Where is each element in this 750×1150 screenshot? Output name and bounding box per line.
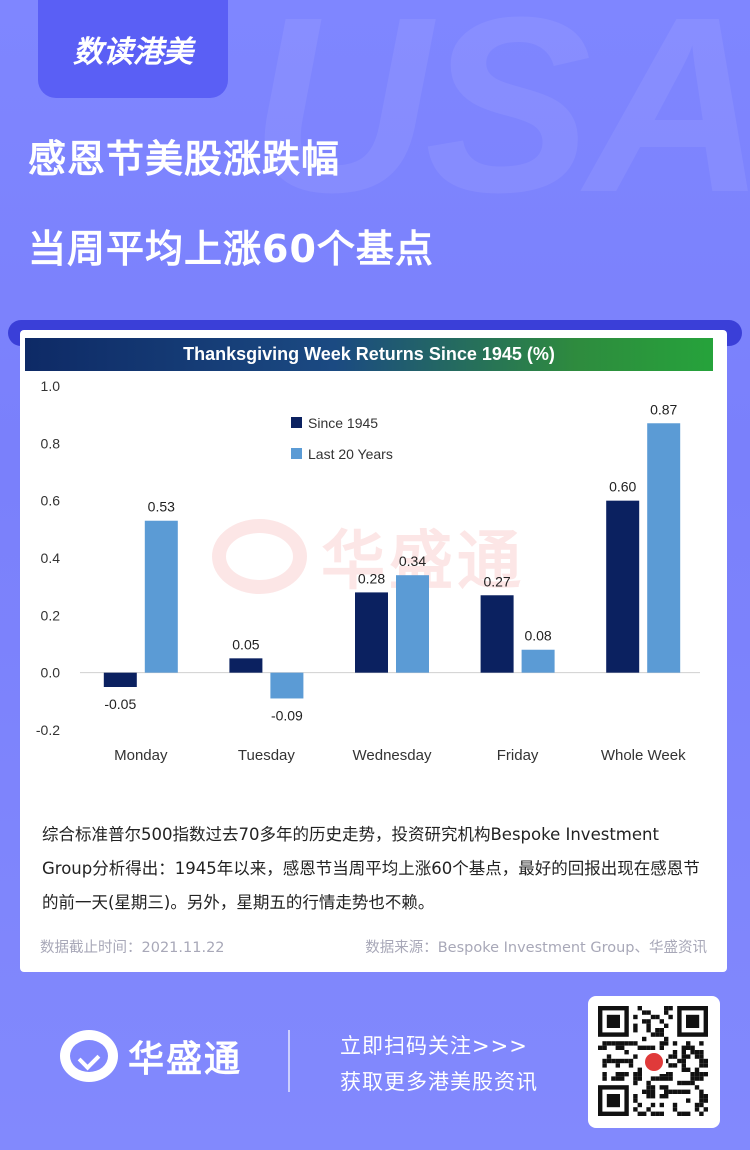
data-label: 0.87	[650, 401, 677, 417]
bar	[229, 658, 263, 673]
headline-secondary: 当周平均上涨60个基点	[28, 227, 434, 271]
footer-divider	[288, 1030, 290, 1092]
data-source: 数据来源：Bespoke Investment Group、华盛资讯	[365, 940, 707, 956]
legend-swatch	[291, 448, 302, 459]
data-cutoff-date: 数据截止时间：2021.11.22	[40, 940, 225, 956]
bar	[144, 520, 178, 673]
content-card: Thanksgiving Week Returns Since 1945 (%)…	[20, 330, 727, 972]
data-label: 0.27	[483, 573, 510, 589]
brand-tag: 数读港美	[38, 0, 228, 98]
headline-primary: 感恩节美股涨跌幅	[28, 137, 341, 181]
data-label: 0.08	[524, 628, 551, 644]
x-tick-label: Tuesday	[238, 747, 295, 764]
background-watermark: USA	[250, 0, 750, 244]
data-label: -0.09	[271, 707, 303, 723]
description-text: 综合标准普尔500指数过去70多年的历史走势，投资研究机构Bespoke Inv…	[42, 825, 700, 912]
y-tick-label: -0.2	[36, 722, 60, 738]
cta-line-1: 立即扫码关注>>>	[340, 1034, 528, 1058]
data-label: 0.28	[358, 570, 385, 586]
chart-title: Thanksgiving Week Returns Since 1945 (%)	[25, 338, 713, 371]
data-label: 0.05	[232, 636, 259, 652]
cta-line-2: 获取更多港美股资讯	[340, 1070, 538, 1094]
y-tick-label: 0.0	[41, 665, 61, 681]
footer-logo-text: 华盛通	[128, 1039, 243, 1080]
bar	[606, 500, 640, 673]
legend-label: Last 20 Years	[308, 446, 393, 462]
y-tick-label: 0.4	[41, 550, 61, 566]
bar	[521, 649, 555, 673]
qr-code-icon	[598, 1006, 708, 1116]
data-label: 0.60	[609, 479, 636, 495]
footer-logo: 华盛通	[60, 1030, 242, 1082]
data-label: 0.34	[399, 553, 426, 569]
y-tick-label: 0.2	[41, 607, 61, 623]
bar	[103, 672, 137, 687]
bar	[396, 575, 429, 673]
data-label: -0.05	[104, 696, 136, 712]
bar	[270, 672, 304, 699]
qr-code[interactable]	[588, 996, 720, 1128]
y-tick-label: 0.6	[41, 493, 61, 509]
y-tick-label: 1.0	[41, 378, 61, 394]
bar-chart: 1.0 0.8 0.6 0.4 0.2 0.0 -0.2 -0.05 0.53 Monday 0.0…	[36, 378, 700, 764]
bar	[355, 592, 388, 673]
bar	[647, 423, 681, 673]
x-tick-label: Monday	[114, 747, 168, 764]
data-label: 0.53	[148, 499, 175, 515]
x-tick-label: Wednesday	[353, 747, 432, 764]
x-tick-label: Friday	[497, 747, 539, 764]
legend-swatch	[291, 417, 302, 428]
x-tick-label: Whole Week	[601, 747, 686, 764]
y-tick-label: 0.8	[41, 435, 61, 451]
brand-logo-icon	[60, 1030, 118, 1082]
legend-label: Since 1945	[308, 415, 378, 431]
bar	[480, 595, 514, 673]
